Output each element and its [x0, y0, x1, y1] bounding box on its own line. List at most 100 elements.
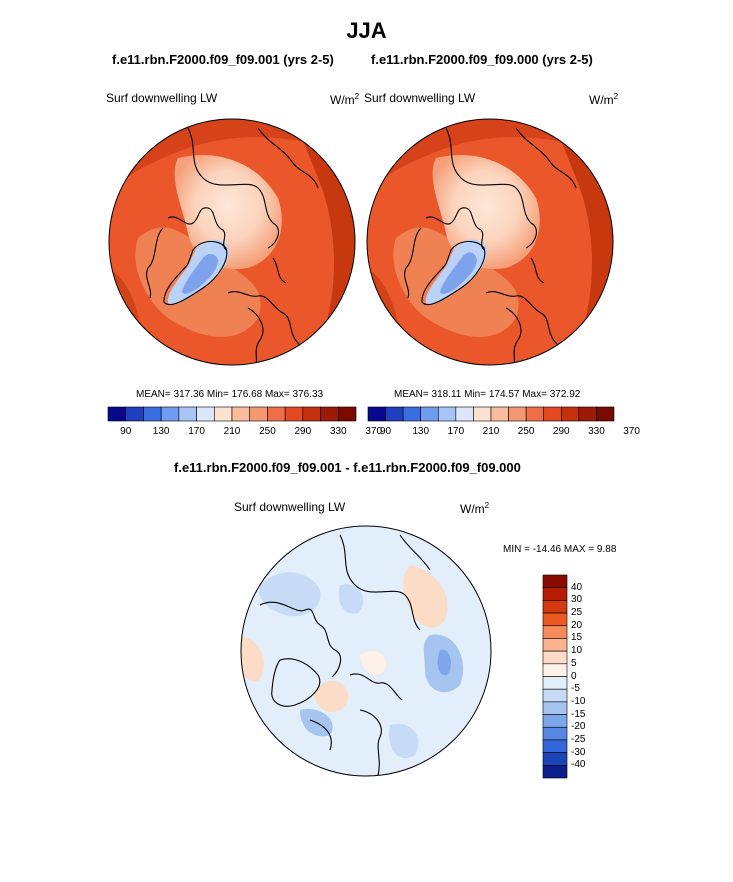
diff-variable-label: Surf downwelling LW — [234, 500, 346, 514]
colorbar-swatch — [596, 406, 615, 422]
coastlines — [259, 534, 431, 776]
colorbar-tick-label: 30 — [571, 594, 583, 606]
colorbar-swatch — [542, 726, 568, 741]
panel-2-colorbar — [367, 406, 615, 422]
colorbar-swatch — [402, 406, 422, 422]
diff-title: f.e11.rbn.F2000.f09_f09.001 - f.e11.rbn.… — [174, 460, 521, 475]
colorbar-swatch — [542, 600, 568, 614]
colorbar-swatch — [420, 406, 439, 422]
colorbar-tick-label: 20 — [571, 619, 583, 631]
colorbar-tick-label: 170 — [188, 426, 205, 437]
colorbar-tick-label: -10 — [571, 695, 586, 707]
map-fill-deep-red — [109, 119, 355, 198]
colorbar-swatch — [525, 406, 545, 422]
map-fill-pos — [403, 565, 448, 628]
diff-units: W/m2 — [460, 501, 490, 516]
colorbar-swatch — [542, 739, 568, 753]
colorbar-tick-label: 5 — [571, 657, 577, 669]
map-fill-neg — [389, 724, 419, 759]
colorbar-tick-label: 90 — [120, 426, 132, 437]
colorbar-tick-label: 130 — [412, 426, 430, 437]
colorbar-tick-label: 330 — [588, 426, 605, 437]
diff-colorbar — [542, 574, 568, 779]
diff-colorbar-labels: 40 30 25 20 15 10 5 0 -5 -10 -15 -20 -25 -30 -40 — [571, 575, 611, 778]
panel-1-variable-label: Surf downwelling LW — [106, 91, 218, 105]
panel-2-polar-map — [366, 118, 614, 366]
colorbar-tick-label: 170 — [447, 426, 465, 437]
map-boundary — [108, 118, 356, 366]
panel-2-units: W/m2 — [589, 92, 619, 107]
colorbar-swatch — [125, 406, 144, 422]
colorbar-swatch — [107, 406, 127, 422]
colorbar-swatch — [473, 406, 492, 422]
colorbar-swatch — [367, 406, 386, 422]
colorbar-swatch — [490, 406, 509, 422]
colorbar-tick-label: 290 — [552, 426, 570, 437]
map-boundary — [366, 118, 614, 366]
map-fill-greenland-core — [440, 252, 477, 294]
colorbar-tick-label: 130 — [152, 426, 170, 437]
colorbar-swatch — [508, 406, 527, 422]
colorbar-tick-label: -15 — [571, 708, 586, 720]
map-fill-neg-strong — [437, 649, 451, 676]
colorbar-swatch — [455, 406, 474, 422]
colorbar-tick-label: -20 — [571, 721, 586, 733]
colorbar-swatch — [302, 406, 321, 422]
colorbar-tick-label: 40 — [571, 581, 583, 593]
colorbar-swatch — [267, 406, 286, 422]
map-fill-pos — [241, 635, 264, 682]
map-fill-pos-weak — [360, 650, 386, 675]
colorbar-tick-label: 370 — [623, 426, 640, 437]
colorbar-swatch — [320, 406, 339, 422]
panel-2-run-title: f.e11.rbn.F2000.f09_f09.000 (yrs 2-5) — [371, 52, 593, 67]
colorbar-swatch — [542, 625, 568, 639]
colorbar-tick-label: 90 — [380, 426, 392, 437]
colorbar-swatch — [542, 688, 568, 703]
colorbar-swatch — [543, 406, 562, 422]
map-fill-arctic-low — [432, 154, 540, 269]
colorbar-tick-label: 250 — [259, 426, 276, 437]
colorbar-swatch — [143, 406, 162, 422]
colorbar-swatch — [542, 701, 568, 715]
diff-stats: MIN = -14.46 MAX = 9.88 — [503, 544, 617, 555]
colorbar-swatch — [213, 406, 233, 422]
colorbar-swatch — [542, 612, 568, 627]
colorbar-swatch — [560, 406, 580, 422]
colorbar-tick-label: 15 — [571, 632, 583, 644]
panel-1-colorbar-labels: 90 130 170 210 250 290 330 370 — [108, 426, 382, 440]
colorbar-swatch — [437, 406, 457, 422]
colorbar-swatch — [178, 406, 197, 422]
colorbar-swatch — [249, 406, 268, 422]
colorbar-tick-label: 10 — [571, 645, 583, 657]
colorbar-swatch — [542, 574, 568, 588]
colorbar-tick-label: 330 — [329, 426, 347, 437]
colorbar-tick-label: 25 — [571, 607, 583, 619]
colorbar-swatch — [385, 406, 404, 422]
map-fill-deep-red — [367, 119, 613, 198]
panel-1-units: W/m2 — [330, 92, 360, 107]
map-fill-neg — [338, 584, 364, 614]
panel-1-stats: MEAN= 317.36 Min= 176.68 Max= 376.33 — [136, 389, 324, 400]
colorbar-tick-label: 0 — [571, 670, 577, 682]
colorbar-tick-label: -25 — [571, 733, 586, 745]
diff-polar-map — [240, 525, 492, 777]
colorbar-swatch — [542, 765, 568, 779]
map-fill-pos — [313, 680, 349, 712]
colorbar-swatch — [578, 406, 597, 422]
map-boundary — [240, 525, 492, 777]
map-fill-neg — [259, 572, 321, 617]
colorbar-tick-label: -40 — [571, 759, 586, 771]
colorbar-tick-label: 370 — [365, 426, 383, 437]
map-fill-arctic-low — [174, 154, 282, 269]
panel-1-run-title: f.e11.rbn.F2000.f09_f09.001 (yrs 2-5) — [112, 52, 334, 67]
panel-1-colorbar — [107, 406, 357, 422]
colorbar-swatch — [196, 406, 215, 422]
colorbar-swatch — [542, 714, 568, 728]
panel-2-colorbar-labels: 90 130 170 210 250 290 330 370 — [368, 426, 640, 440]
colorbar-swatch — [542, 587, 568, 601]
figure-title: JJA — [346, 18, 387, 43]
map-fill-greenland-core — [182, 254, 218, 294]
colorbar-tick-label: 210 — [482, 426, 500, 437]
colorbar-tick-label: -30 — [571, 746, 586, 758]
panel-2-stats: MEAN= 318.11 Min= 174.57 Max= 372.92 — [394, 389, 581, 400]
